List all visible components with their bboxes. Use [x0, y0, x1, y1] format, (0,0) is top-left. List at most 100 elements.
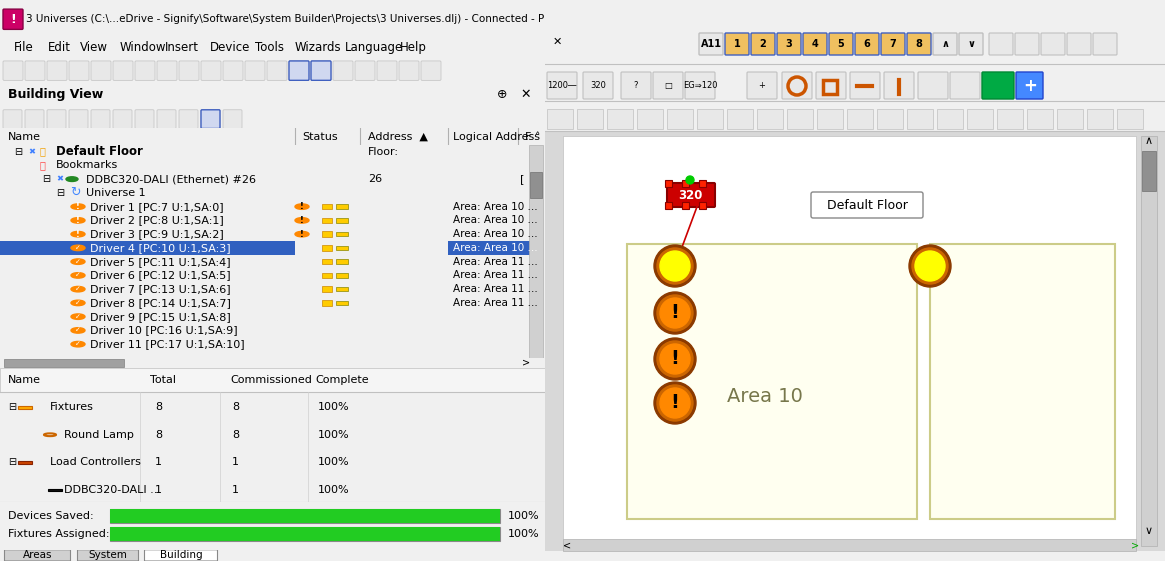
Bar [1117, 109, 1143, 129]
Text: A11: A11 [659, 66, 680, 76]
FancyBboxPatch shape [811, 192, 923, 218]
Text: 8: 8 [842, 66, 849, 76]
Text: Floor:: Floor: [368, 146, 398, 157]
FancyBboxPatch shape [311, 61, 331, 80]
Text: ✓: ✓ [75, 300, 80, 306]
FancyBboxPatch shape [725, 61, 746, 81]
Text: ✕: ✕ [553, 37, 563, 47]
FancyBboxPatch shape [289, 61, 309, 80]
Text: 100%: 100% [508, 511, 539, 521]
FancyBboxPatch shape [47, 110, 66, 128]
Text: 2: 2 [711, 66, 716, 76]
Text: F ˄: F ˄ [525, 132, 541, 141]
FancyBboxPatch shape [769, 61, 790, 81]
FancyBboxPatch shape [816, 72, 846, 99]
FancyBboxPatch shape [682, 61, 702, 81]
FancyBboxPatch shape [91, 61, 111, 80]
Text: Complete: Complete [315, 375, 368, 385]
FancyBboxPatch shape [377, 61, 397, 80]
Text: —: — [1115, 14, 1125, 24]
Bar [563, 136, 1136, 546]
Text: 8: 8 [155, 430, 162, 440]
Text: DDBC320-DALI (Ethernet) #26: DDBC320-DALI (Ethernet) #26 [86, 174, 256, 184]
FancyBboxPatch shape [855, 33, 880, 55]
Bar [930, 244, 1115, 519]
Text: 100%: 100% [508, 529, 539, 539]
FancyBboxPatch shape [1015, 33, 1039, 55]
Circle shape [661, 251, 690, 281]
FancyBboxPatch shape [69, 110, 89, 128]
Text: !: ! [76, 229, 80, 238]
Bar [322, 273, 332, 278]
Bar [545, 0, 1165, 64]
FancyBboxPatch shape [949, 72, 980, 99]
Text: Driver 2 [PC:8 U:1,SA:1]: Driver 2 [PC:8 U:1,SA:1] [90, 215, 224, 226]
Text: ⊟: ⊟ [56, 188, 64, 198]
Circle shape [915, 251, 945, 281]
Text: Area: Area 11 ...: Area: Area 11 ... [453, 270, 538, 280]
Text: 100%: 100% [318, 457, 350, 467]
Text: ∨: ∨ [1145, 526, 1153, 536]
Bar [1142, 151, 1156, 191]
Bar [699, 180, 706, 187]
Text: 320: 320 [678, 188, 702, 201]
Text: ?: ? [634, 81, 638, 90]
Bar [548, 109, 573, 129]
Circle shape [71, 314, 85, 319]
Bar [607, 109, 633, 129]
Text: 6: 6 [798, 66, 805, 76]
Circle shape [654, 245, 696, 287]
FancyBboxPatch shape [884, 72, 915, 99]
Circle shape [71, 218, 85, 223]
Text: !: ! [301, 216, 304, 225]
Bar [322, 231, 332, 237]
Circle shape [657, 295, 693, 331]
Text: Name: Name [8, 375, 41, 385]
FancyBboxPatch shape [813, 61, 834, 81]
Text: ✓: ✓ [75, 314, 80, 320]
Text: ✖: ✖ [28, 147, 35, 156]
Text: 🔖: 🔖 [40, 160, 45, 171]
Text: Area: Area 10 ...: Area: Area 10 ... [453, 201, 537, 211]
FancyBboxPatch shape [113, 61, 133, 80]
Text: 3: 3 [785, 39, 792, 49]
Text: Building View: Building View [8, 88, 104, 101]
Text: Round Lamp: Round Lamp [64, 430, 134, 440]
Text: Total: Total [150, 375, 176, 385]
Bar [1057, 109, 1083, 129]
Text: 4: 4 [812, 39, 818, 49]
Bar [322, 259, 332, 264]
FancyBboxPatch shape [782, 72, 812, 99]
Text: Driver 1 [PC:7 U:1,SA:0]: Driver 1 [PC:7 U:1,SA:0] [90, 201, 224, 211]
Text: Status: Status [302, 132, 338, 141]
FancyBboxPatch shape [5, 550, 71, 561]
Circle shape [295, 231, 309, 237]
FancyBboxPatch shape [548, 72, 577, 99]
Text: !: ! [671, 304, 679, 323]
FancyBboxPatch shape [982, 72, 1014, 99]
Text: View: View [80, 41, 108, 54]
Text: 1: 1 [734, 39, 741, 49]
Text: !: ! [10, 13, 16, 26]
Text: 100%: 100% [318, 430, 350, 440]
FancyBboxPatch shape [135, 61, 155, 80]
Text: 8: 8 [232, 402, 239, 412]
Text: Wizards: Wizards [295, 41, 341, 54]
FancyBboxPatch shape [135, 110, 154, 128]
Bar [322, 218, 332, 223]
Bar [449, 241, 541, 255]
Text: Load Controllers: Load Controllers [50, 457, 141, 467]
Text: Default Floor: Default Floor [56, 145, 143, 158]
Bar [17, 461, 31, 463]
Text: 8: 8 [232, 430, 239, 440]
Bar [336, 259, 348, 264]
Text: ⊞: ⊞ [908, 66, 916, 76]
FancyBboxPatch shape [421, 61, 442, 80]
FancyBboxPatch shape [78, 550, 139, 561]
Text: Commissioned: Commissioned [230, 375, 312, 385]
FancyBboxPatch shape [267, 61, 287, 80]
Circle shape [657, 385, 693, 421]
Text: 📁: 📁 [40, 146, 45, 157]
Text: Fixtures Assigned:: Fixtures Assigned: [8, 529, 110, 539]
Text: <: < [563, 540, 571, 550]
